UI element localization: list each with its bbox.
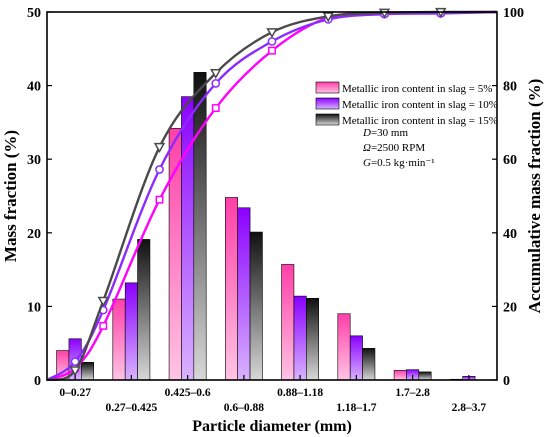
annotation-1: D=30 mm [362,127,408,139]
legend-swatch-2 [315,97,340,110]
legend-swatch-1 [315,81,340,94]
bar-s3-1 [81,362,94,381]
cumulative-marker-s2-5 [267,37,277,46]
y2-axis-title: Accumulative mass fraction (%) [525,79,544,314]
bar-s2-2 [124,282,138,381]
bar-s2-5 [293,295,307,381]
x-tick-label-6: 1.7–2.8 [395,387,430,399]
y-axis-title: Mass fraction (%) [1,130,20,262]
cumulative-marker-s1-3 [155,195,164,204]
legend-label-1: Metallic iron content in slag = 5% [342,83,492,95]
bar-s1-4 [225,197,238,381]
cumulative-marker-s2-1 [70,357,80,366]
annotations-group: D=30 mm Ω=2500 RPM G=0.5 kg·min⁻¹ [362,127,435,169]
y2-tick-label-5: 100 [503,6,524,21]
cumulative-marker-s3-2 [97,296,109,307]
bar-s1-2 [112,298,126,381]
y-tick-label-2: 20 [27,227,41,242]
legend-swatch-3 [315,113,340,126]
bar-s1-6 [337,313,351,381]
cumulative-marker-s1-5 [268,46,276,55]
cumulative-marker-s3-3 [153,142,166,153]
y2-tick-label-4: 80 [503,80,517,95]
x-tick-label-0: 0–0.27 [59,387,91,399]
cumulative-marker-s3-5 [266,28,278,39]
y-tick-label-0: 0 [34,374,41,389]
bar-s3-2 [137,239,151,381]
bar-s3-4 [249,231,263,381]
bar-s3-3 [193,72,207,381]
cumulative-marker-s3-1 [69,366,81,377]
y-tick-label-5: 50 [27,6,41,21]
cumulative-marker-s1-2 [99,321,108,330]
bar-s3-5 [306,297,319,381]
x-tick-label-4: 0.88–1.18 [277,387,323,399]
y2-tick-label-2: 40 [503,227,517,242]
y2-tick-label-1: 20 [503,300,517,315]
x-tick-label-3: 0.6–0.88 [224,402,265,414]
bar-s1-7 [393,370,407,381]
cumulative-marker-s1-4 [211,104,220,112]
bar-s2-6 [349,335,363,381]
cumulative-marker-s2-3 [155,165,164,174]
plot-frame [46,11,498,381]
y2-tick-label-0: 0 [503,374,510,389]
x-tick-label-2: 0.425–0.6 [165,387,211,399]
bar-s1-3 [168,127,182,381]
y-tick-label-3: 30 [27,153,41,168]
cumulative-marker-s3-6 [322,12,334,23]
x-tick-label-1: 0.27–0.425 [106,402,158,414]
y2-tick-label-3: 60 [503,153,517,168]
bar-s1-5 [281,264,295,381]
axes-group: 0 10 20 30 40 50 0 20 40 60 80 100 0–0.27 0.27–0.425 0… [1,6,544,435]
y-tick-label-4: 40 [27,80,41,95]
bar-s2-4 [237,207,251,381]
x-tick-label-7: 2.8–3.7 [452,402,487,414]
x-axis-title: Particle diameter (mm) [192,418,352,435]
annotation-3: G=0.5 kg·min⁻¹ [363,157,435,169]
bar-s3-7 [418,371,432,381]
bar-s2-3 [181,96,195,381]
x-tick-label-5: 1.18–1.7 [336,402,377,414]
legend: Metallic iron content in slag = 5% Metall… [315,81,498,127]
bar-s3-6 [362,348,376,381]
annotation-2: Ω=2500 RPM [363,142,425,154]
cumulative-marker-s3-4 [210,68,222,80]
cumulative-marker-s2-4 [211,79,221,88]
legend-label-2: Metallic iron content in slag = 10% [342,99,498,111]
y-tick-label-1: 10 [27,300,41,315]
legend-label-3: Metallic iron content in slag = 15% [342,115,498,127]
